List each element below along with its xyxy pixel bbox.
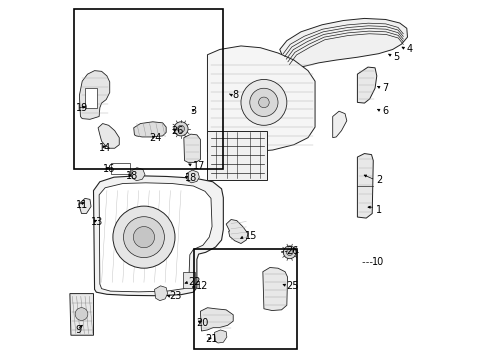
Text: 22: 22: [188, 277, 200, 287]
Polygon shape: [70, 294, 93, 335]
Circle shape: [75, 308, 88, 320]
Text: 17: 17: [192, 161, 204, 171]
Polygon shape: [200, 308, 233, 331]
Polygon shape: [133, 122, 166, 137]
Text: 5: 5: [392, 51, 399, 62]
Polygon shape: [225, 220, 247, 243]
Text: 12: 12: [196, 281, 208, 291]
Polygon shape: [183, 134, 200, 162]
Polygon shape: [154, 286, 167, 301]
Polygon shape: [79, 198, 91, 213]
Polygon shape: [263, 267, 287, 311]
Polygon shape: [186, 170, 199, 183]
Text: 3: 3: [189, 106, 196, 116]
Text: 14: 14: [99, 143, 111, 153]
Text: 26: 26: [285, 246, 298, 256]
Text: 9: 9: [76, 325, 82, 335]
Polygon shape: [85, 88, 97, 108]
Polygon shape: [207, 46, 314, 153]
Polygon shape: [98, 123, 119, 148]
Polygon shape: [214, 330, 226, 343]
Text: 24: 24: [149, 133, 162, 143]
Polygon shape: [79, 71, 109, 119]
Text: 11: 11: [76, 200, 88, 210]
Text: 4: 4: [406, 45, 412, 54]
Text: 7: 7: [381, 83, 387, 93]
Text: 25: 25: [285, 281, 298, 291]
Bar: [194, 249, 297, 348]
Polygon shape: [332, 111, 346, 138]
Circle shape: [286, 249, 292, 256]
Circle shape: [113, 206, 175, 268]
Circle shape: [241, 80, 286, 125]
Circle shape: [258, 97, 269, 108]
Text: 2: 2: [375, 175, 382, 185]
Text: 6: 6: [381, 106, 387, 116]
Text: 23: 23: [169, 292, 182, 301]
Circle shape: [133, 226, 154, 248]
Text: 8: 8: [232, 90, 238, 100]
Text: 18: 18: [126, 171, 138, 181]
Text: 1: 1: [375, 205, 382, 215]
Polygon shape: [183, 273, 195, 288]
Polygon shape: [357, 154, 372, 218]
Bar: [74, 9, 223, 170]
Text: 10: 10: [371, 257, 384, 267]
Polygon shape: [93, 176, 223, 296]
Circle shape: [123, 217, 164, 258]
Circle shape: [174, 122, 188, 136]
Text: 18: 18: [184, 173, 196, 183]
Polygon shape: [279, 18, 407, 71]
Polygon shape: [99, 183, 212, 292]
Text: 13: 13: [91, 217, 103, 227]
Text: 15: 15: [244, 231, 256, 242]
Circle shape: [177, 125, 184, 132]
Text: 20: 20: [195, 318, 208, 328]
Polygon shape: [357, 67, 376, 103]
Polygon shape: [131, 168, 145, 181]
Polygon shape: [207, 131, 267, 180]
Circle shape: [283, 246, 295, 259]
Text: 21: 21: [205, 334, 218, 345]
Text: 26: 26: [171, 126, 183, 136]
Circle shape: [249, 88, 278, 117]
Text: 19: 19: [76, 103, 88, 113]
Text: 16: 16: [102, 165, 115, 174]
